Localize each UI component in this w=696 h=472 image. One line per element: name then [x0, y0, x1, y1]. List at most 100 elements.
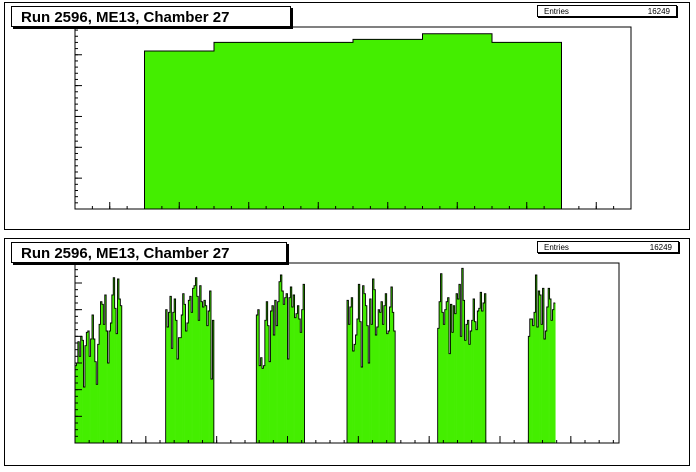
hits-bin-bar [117, 279, 120, 443]
hits-bin-bar [450, 304, 453, 443]
layer-histogram-outline [144, 33, 562, 209]
hits-bin-bar [116, 333, 118, 443]
hits-bin-bar [483, 303, 485, 443]
hits-bin-bar [182, 293, 185, 443]
hits-bin-bar [383, 305, 386, 443]
hits-bin-bar [296, 313, 298, 443]
hits-bin-bar [77, 341, 80, 443]
hits-bin-bar [186, 323, 189, 443]
hits-bin-bar [87, 331, 90, 443]
hits-bin-bar [378, 309, 380, 443]
hits-bin-bar [118, 299, 121, 443]
hits-bin-bar [287, 359, 290, 443]
hits-bin-bar [280, 275, 283, 443]
hits-bin-bar [355, 335, 358, 443]
layer-bar [214, 42, 284, 209]
hits-bin-bar [174, 299, 176, 443]
hits-bin-bar [109, 331, 111, 443]
hits-bin-bar [199, 285, 202, 443]
hits-bin-bar [441, 312, 444, 443]
hits-bin-bar [209, 291, 212, 443]
hits-bin-bar [542, 288, 545, 443]
hits-bin-bar [196, 296, 199, 443]
hits-bin-bar [545, 331, 548, 443]
hits-bin-bar [165, 309, 168, 443]
hits-bin-bar [454, 313, 457, 443]
hits-bin-bar [101, 304, 104, 443]
layer-bar [353, 39, 423, 209]
hits-bin-bar [83, 387, 86, 443]
hits-bin-bar [352, 351, 355, 443]
lower-histogram-panel: Run 2596, ME13, Chamber 27 Entries 16249 [4, 238, 690, 466]
hits-bin-bar [478, 308, 481, 443]
hits-bin-bar [371, 324, 373, 443]
hits-histogram [74, 262, 620, 444]
hits-segment-outline [527, 274, 556, 443]
hits-bin-bar [202, 307, 205, 443]
hits-segment-outline [255, 274, 305, 443]
hits-bin-bar [379, 312, 382, 443]
hits-bin-bar [447, 297, 450, 443]
hits-bin-bar [274, 300, 277, 443]
hits-bin-bar [359, 321, 362, 443]
hits-bin-bar [392, 312, 395, 443]
hits-bin-bar [283, 304, 285, 443]
hits-bin-bar [382, 324, 385, 443]
hits-bin-bar [169, 296, 172, 443]
hits-bin-bar [99, 324, 101, 443]
hits-bin-bar [111, 295, 114, 443]
hits-bin-bar [96, 384, 98, 443]
hits-bin-bar [97, 344, 100, 443]
hits-bin-bar [273, 335, 276, 443]
hits-bin-bar [535, 275, 538, 443]
hits-bin-bar [443, 324, 446, 443]
hits-bin-bar [103, 324, 106, 443]
hits-bin-bar [185, 331, 188, 443]
hits-segment-outline [165, 277, 215, 443]
hits-bin-bar [481, 311, 484, 443]
hits-bin-bar [552, 309, 555, 443]
hits-bin-bar [167, 327, 169, 443]
hits-bin-bar [390, 287, 393, 443]
hits-bin-bar [286, 293, 288, 443]
hits-bin-bar [354, 344, 356, 443]
hits-bin-bar [259, 365, 261, 443]
hits-bin-bar [263, 365, 266, 443]
hits-bin-bar [303, 284, 305, 443]
hits-bin-bar [113, 277, 115, 443]
hits-bin-bar [284, 297, 287, 443]
hits-bin-bar [366, 325, 369, 443]
hits-bin-bar [175, 320, 178, 443]
hits-bin-bar [356, 319, 359, 443]
hits-bin-bar [290, 287, 293, 443]
hits-bin-bar [189, 296, 192, 443]
hits-bin-bar [291, 307, 294, 443]
hits-bin-bar [270, 311, 273, 443]
hits-bin-bar [172, 312, 175, 443]
lower-stats-label: Entries [544, 243, 569, 252]
hits-bin-bar [93, 339, 96, 443]
hits-bin-bar [171, 348, 174, 443]
hits-bin-bar [543, 339, 546, 443]
hits-bin-bar [393, 331, 396, 443]
hits-bin-bar [457, 299, 460, 443]
lower-histogram-title: Run 2596, ME13, Chamber 27 [11, 242, 287, 263]
hits-bin-bar [271, 305, 274, 443]
hits-bin-bar [536, 327, 539, 443]
hits-bin-bar [194, 285, 196, 443]
hits-bin-bar [468, 344, 471, 443]
hits-bin-bar [440, 273, 443, 443]
hits-bin-bar [188, 300, 191, 443]
hits-bin-bar [195, 277, 198, 443]
hits-bin-bar [373, 289, 376, 443]
hits-bin-bar [467, 320, 470, 443]
hits-bin-bar [198, 320, 200, 443]
hits-bin-bar [549, 299, 552, 443]
hits-bin-bar [114, 308, 117, 443]
upper-stats-box: Entries 16249 [537, 5, 677, 17]
hits-bin-bar [208, 311, 210, 443]
hits-bin-bar [293, 295, 295, 443]
hits-bin-bar [372, 279, 375, 443]
layer-bar [283, 42, 353, 209]
hits-bin-bar [362, 285, 365, 443]
